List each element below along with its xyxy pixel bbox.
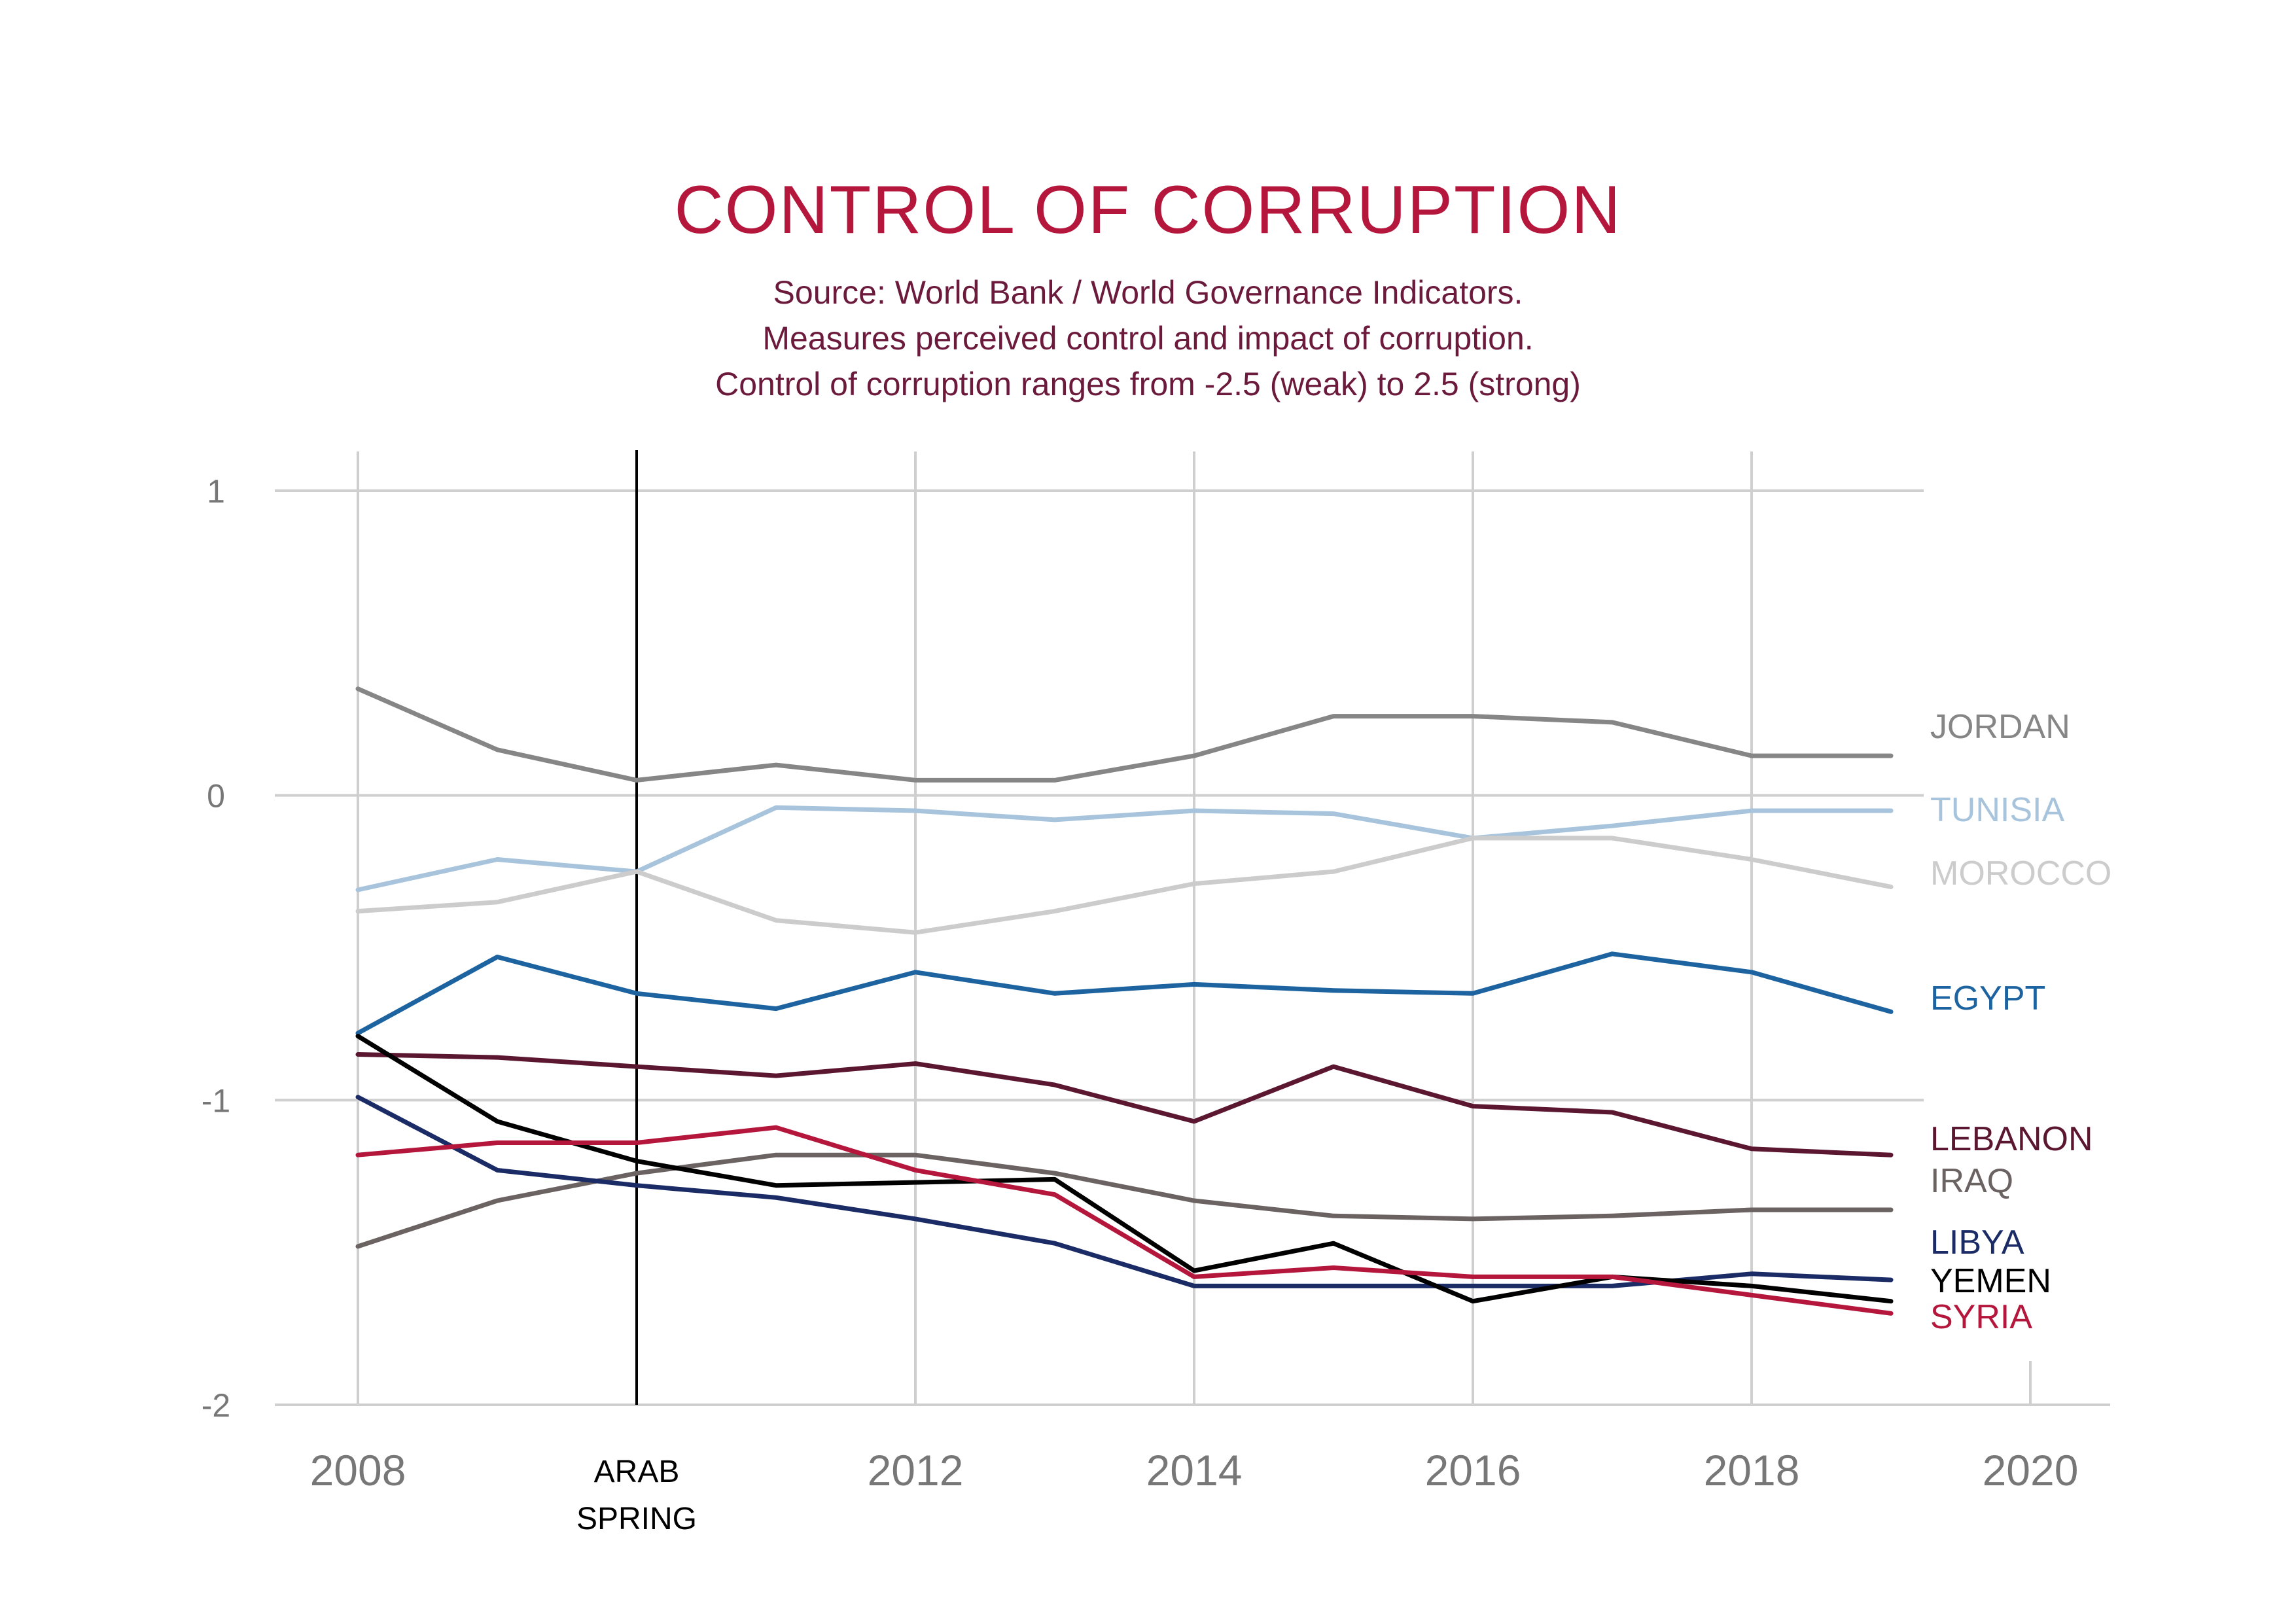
series-line-morocco	[355, 836, 1894, 935]
y-tick-label: 1	[207, 473, 225, 510]
series-line-jordan	[355, 686, 1894, 783]
series-line-iraq	[355, 1152, 1894, 1249]
x-tick-label: 2016	[1425, 1446, 1521, 1494]
series-label-syria: SYRIA	[1930, 1298, 2032, 1336]
x-tick-label: 2018	[1704, 1446, 1800, 1494]
series-line-syria	[355, 1125, 1894, 1316]
x-tick-label: 2020	[1983, 1446, 2079, 1494]
series-label-tunisia: TUNISIA	[1930, 791, 2064, 829]
y-tick-label: 0	[207, 778, 225, 815]
series-line-tunisia	[355, 805, 1894, 892]
series-label-lebanon: LEBANON	[1930, 1120, 2093, 1158]
chart-title: CONTROL OF CORRUPTION	[674, 172, 1622, 248]
arab-spring-label: SPRING	[576, 1502, 697, 1536]
series-layer	[355, 686, 1894, 1316]
chart-subtitle-line-2: Measures perceived control and impact of…	[762, 320, 1534, 357]
y-tick-label: -1	[202, 1082, 230, 1119]
arab-spring-label: ARAB	[594, 1455, 680, 1489]
chart-subtitle-line-3: Control of corruption ranges from -2.5 (…	[715, 366, 1581, 402]
series-line-egypt	[355, 951, 1894, 1036]
series-label-libya: LIBYA	[1930, 1224, 2024, 1262]
chart-subtitle-line-1: Source: World Bank / World Governance In…	[773, 274, 1523, 311]
series-line-libya	[355, 1095, 1894, 1288]
label-layer: 1 0 -1 -2 2008 2012 2014 2016 2018 2020 ARAB SPRING…	[202, 473, 2112, 1536]
series-label-morocco: MOROCCO	[1930, 855, 2111, 892]
series-label-jordan: JORDAN	[1930, 708, 2070, 746]
y-tick-label: -2	[202, 1387, 230, 1424]
series-label-iraq: IRAQ	[1930, 1162, 2013, 1200]
series-line-yemen	[355, 1034, 1894, 1304]
x-tick-label: 2008	[310, 1446, 406, 1494]
x-tick-label: 2014	[1146, 1446, 1243, 1494]
series-label-egypt: EGYPT	[1930, 980, 2045, 1017]
series-line-lebanon	[355, 1052, 1894, 1157]
grid-layer	[275, 451, 2110, 1406]
series-label-yemen: YEMEN	[1930, 1262, 2051, 1300]
x-tick-label: 2012	[868, 1446, 964, 1494]
